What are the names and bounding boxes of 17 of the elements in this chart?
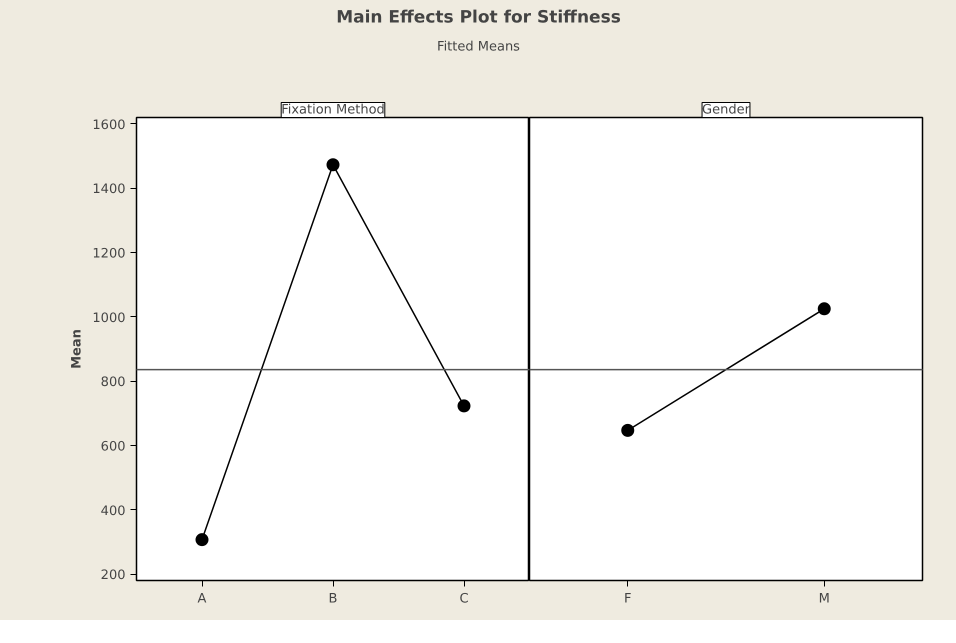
- text: Fitted Means: [437, 40, 520, 54]
- x-tick-label: A: [198, 592, 207, 606]
- y-tick-label: 400: [100, 504, 126, 519]
- text: Main Effects Plot for Stiffness: [336, 8, 621, 28]
- x-tick-label: M: [818, 592, 830, 606]
- chart-title: Fixation Method: [281, 102, 385, 118]
- x-tick-label: F: [624, 592, 632, 606]
- x-tick-label: B: [328, 592, 338, 606]
- y-tick-label: 200: [100, 568, 126, 584]
- y-tick-label: 1400: [92, 182, 126, 198]
- x-tick-label: C: [459, 592, 469, 606]
- y-tick-label: 1600: [92, 118, 126, 133]
- y-tick-label: 1000: [92, 310, 126, 326]
- y-tick-label: 600: [100, 439, 126, 454]
- y-tick-label: 1200: [92, 246, 126, 262]
- y-tick-label: 800: [100, 375, 126, 390]
- y-axis-title: Mean: [69, 329, 84, 369]
